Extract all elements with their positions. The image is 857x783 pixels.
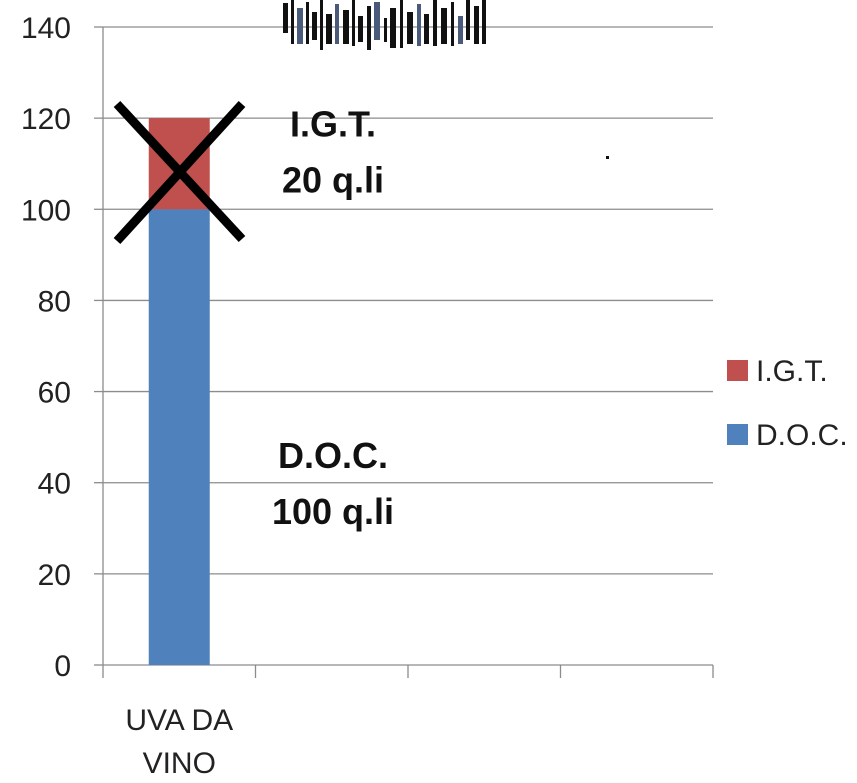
scribble-glyph-3 xyxy=(306,2,309,44)
scribble-glyph-8 xyxy=(343,10,349,44)
scribble-glyph-21 xyxy=(451,2,454,46)
x-category-label-0: UVA DA VINO xyxy=(125,704,233,780)
y-tick-label-40: 40 xyxy=(38,468,71,501)
scribble-glyph-1 xyxy=(291,0,294,44)
scribble-glyph-16 xyxy=(407,12,413,44)
scribble-glyph-2 xyxy=(297,8,303,44)
scribble-glyph-20 xyxy=(441,8,447,44)
annotations: I.G.T. 20 q.li D.O.C. 100 q.li xyxy=(272,104,394,532)
scribble-glyph-10 xyxy=(358,16,363,42)
scribble-glyph-25 xyxy=(482,0,486,44)
stray-dot xyxy=(606,156,609,159)
scribble-glyph-17 xyxy=(417,4,421,46)
y-tick-label-80: 80 xyxy=(38,285,71,318)
legend-label-doc: D.O.C. xyxy=(756,419,848,452)
scribble-glyph-18 xyxy=(424,14,429,44)
scribble-glyph-6 xyxy=(326,14,332,44)
legend: I.G.T. D.O.C. xyxy=(727,355,848,452)
scribble-glyph-9 xyxy=(352,0,355,46)
scribble-glyph-14 xyxy=(390,8,396,48)
scribble-glyph-23 xyxy=(466,0,470,40)
scribble-glyph-13 xyxy=(384,18,387,42)
legend-swatch-doc xyxy=(727,424,748,445)
y-tick-label-120: 120 xyxy=(21,103,71,136)
y-tick-label-100: 100 xyxy=(21,194,71,227)
scribble-glyph-24 xyxy=(474,6,479,44)
legend-label-igt: I.G.T. xyxy=(756,355,828,388)
scribble-glyph-7 xyxy=(335,4,339,44)
cross-out-mark xyxy=(113,100,246,245)
scribble-glyph-4 xyxy=(312,12,317,40)
scribble-glyph-12 xyxy=(374,2,380,40)
cross-stroke-2 xyxy=(113,100,246,245)
scribble-glyph-19 xyxy=(433,0,437,46)
bar-doc-0 xyxy=(148,209,210,666)
y-tick-label-60: 60 xyxy=(38,377,71,410)
bars xyxy=(148,118,210,666)
annotation-doc: D.O.C. 100 q.li xyxy=(272,435,394,532)
annotation-igt: I.G.T. 20 q.li xyxy=(282,104,384,201)
y-tick-label-0: 0 xyxy=(54,650,71,683)
scribble-glyph-0 xyxy=(283,3,288,33)
scribble-glyph-5 xyxy=(320,0,323,50)
legend-swatch-igt xyxy=(727,360,748,381)
scribble-glyph-22 xyxy=(458,16,463,44)
scribble-glyph-11 xyxy=(367,6,371,50)
scribble-glyph-15 xyxy=(400,0,403,48)
y-tick-label-20: 20 xyxy=(38,559,71,592)
scribble-header xyxy=(283,0,609,159)
y-tick-label-140: 140 xyxy=(21,12,71,45)
